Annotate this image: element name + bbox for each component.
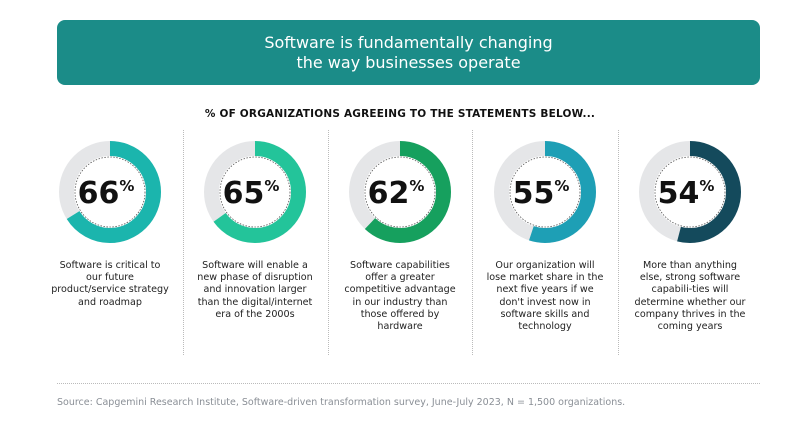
column-divider xyxy=(618,130,619,355)
column-divider xyxy=(183,130,184,355)
chart-title: Software is fundamentally changing the w… xyxy=(264,32,553,72)
data-label: 54% xyxy=(658,176,715,211)
donut-item: 65% Software will enable a new phase of d… xyxy=(190,138,320,321)
donut-item: 62% Software capabilities offer a greater… xyxy=(335,138,465,333)
statement-text: More than anything else, strong software… xyxy=(634,260,746,333)
donut-item: 54% More than anything else, strong softw… xyxy=(625,138,755,333)
source-note: Source: Capgemini Research Institute, So… xyxy=(57,397,626,408)
data-label: 65% xyxy=(223,176,280,211)
chart-subtitle: % OF ORGANIZATIONS AGREEING TO THE STATE… xyxy=(204,108,596,120)
column-divider xyxy=(328,130,329,355)
donut-chart: 66% xyxy=(59,141,161,243)
inner-dotted-ring xyxy=(364,156,436,228)
donut-chart: 55% xyxy=(494,141,596,243)
statement-text: Software capabilities offer a greater co… xyxy=(344,260,456,333)
inner-dotted-ring xyxy=(74,156,146,228)
donut-chart: 65% xyxy=(204,141,306,243)
donut-item: 66% Software is critical to our future pr… xyxy=(45,138,175,309)
donut-slice xyxy=(59,141,161,243)
data-label: 62% xyxy=(368,176,425,211)
donut-slice xyxy=(494,141,596,243)
donut-slice xyxy=(349,141,451,243)
donut-slice xyxy=(204,141,306,243)
data-label: 66% xyxy=(78,176,135,211)
donut-item: 55% Our organization will lose market sha… xyxy=(480,138,610,333)
donut-slice xyxy=(639,141,741,243)
statement-text: Software will enable a new phase of disr… xyxy=(197,260,313,320)
column-divider xyxy=(472,130,473,355)
statement-text: Our organization will lose market share … xyxy=(486,260,604,333)
footer-divider xyxy=(57,383,760,384)
statement-text: Software is critical to our future produ… xyxy=(51,260,169,308)
inner-dotted-ring xyxy=(219,156,291,228)
donut-chart: 54% xyxy=(639,141,741,243)
inner-dotted-ring xyxy=(509,156,581,228)
data-label: 55% xyxy=(513,176,570,211)
title-banner: Software is fundamentally changing the w… xyxy=(57,20,760,85)
inner-dotted-ring xyxy=(654,156,726,228)
donut-chart: 62% xyxy=(349,141,451,243)
